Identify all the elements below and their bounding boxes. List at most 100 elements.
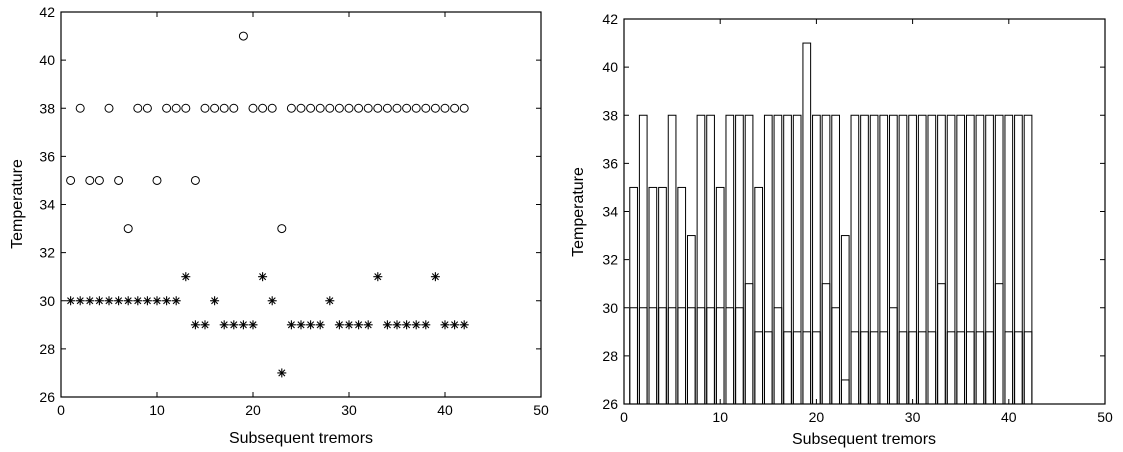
asterisk-stroke — [239, 321, 247, 329]
data-point-circle — [392, 103, 402, 113]
data-point-circle — [382, 103, 392, 113]
asterisk-stroke — [67, 297, 75, 305]
data-point-circle — [181, 103, 191, 113]
data-point-asterisk — [382, 320, 392, 330]
bar — [715, 186, 725, 405]
data-point-asterisk — [104, 296, 114, 306]
asterisk-stroke — [220, 321, 228, 329]
bar — [860, 331, 869, 405]
bar — [773, 114, 783, 405]
bar — [658, 307, 667, 405]
bar — [889, 114, 898, 405]
asterisk-stroke — [211, 297, 219, 305]
bar — [831, 307, 840, 405]
bar — [754, 331, 764, 405]
bar — [754, 186, 764, 405]
asterisk-stroke — [393, 321, 401, 329]
bar — [667, 307, 677, 405]
bar — [812, 114, 821, 405]
data-point-circle — [315, 103, 325, 113]
data-point-asterisk — [258, 272, 268, 282]
data-point-asterisk — [75, 296, 85, 306]
asterisk-stroke — [412, 321, 420, 329]
bar — [763, 114, 773, 405]
data-point-circle — [354, 103, 364, 113]
y-tick-label: 42 — [602, 11, 618, 27]
bar — [667, 114, 677, 405]
bar — [898, 114, 908, 405]
bar — [812, 331, 821, 405]
data-point-circle — [104, 103, 114, 113]
bar — [965, 114, 975, 405]
bar — [686, 307, 696, 405]
y-tick-label: 26 — [602, 396, 618, 412]
data-point-circle — [123, 224, 133, 234]
x-tick-label: 50 — [1097, 409, 1113, 425]
y-axis-label: Temperature — [9, 159, 26, 249]
data-point-asterisk — [373, 272, 383, 282]
bar — [629, 186, 638, 405]
data-point-circle — [171, 103, 181, 113]
bar — [850, 331, 860, 405]
data-point-asterisk — [142, 296, 152, 306]
asterisk-stroke — [278, 369, 286, 377]
bar — [638, 307, 648, 405]
data-point-asterisk — [306, 320, 316, 330]
asterisk-stroke — [201, 321, 209, 329]
y-tick-label: 26 — [39, 389, 55, 405]
y-tick-label: 30 — [39, 293, 55, 309]
data-point-circle — [258, 103, 268, 113]
bar — [840, 235, 850, 405]
asterisk-stroke — [163, 297, 171, 305]
bar — [1004, 114, 1014, 405]
data-point-circle — [325, 103, 335, 113]
bar — [783, 114, 792, 405]
data-point-circle — [85, 175, 95, 185]
asterisk-stroke — [115, 297, 123, 305]
data-point-asterisk — [66, 296, 76, 306]
bar — [994, 283, 1004, 405]
asterisk-stroke — [249, 321, 257, 329]
bar — [975, 114, 985, 405]
asterisk-stroke — [95, 297, 103, 305]
data-point-asterisk — [229, 320, 239, 330]
data-point-asterisk — [344, 320, 354, 330]
x-tick-label: 20 — [245, 402, 261, 418]
data-point-circle — [142, 103, 152, 113]
data-point-circle — [75, 103, 85, 113]
bar — [965, 331, 975, 405]
data-point-circle — [440, 103, 450, 113]
data-point-asterisk — [277, 368, 287, 378]
x-axis-label: Subsequent tremors — [792, 431, 936, 448]
data-point-circle — [238, 31, 248, 41]
y-tick-label: 32 — [602, 252, 618, 268]
x-tick-label: 30 — [905, 409, 921, 425]
y-tick-label: 36 — [39, 148, 55, 164]
bar — [908, 331, 917, 405]
data-point-asterisk — [450, 320, 460, 330]
asterisk-stroke — [364, 321, 372, 329]
data-point-circle — [334, 103, 344, 113]
bar — [696, 307, 706, 405]
data-point-circle — [296, 103, 306, 113]
data-point-circle — [286, 103, 296, 113]
asterisk-stroke — [268, 297, 276, 305]
asterisk-stroke — [441, 321, 449, 329]
asterisk-stroke — [259, 273, 267, 281]
bar — [869, 331, 879, 405]
asterisk-stroke — [326, 297, 334, 305]
plot-area-frame — [60, 11, 542, 398]
asterisk-stroke — [134, 297, 142, 305]
bar — [908, 114, 917, 405]
bar — [706, 307, 715, 405]
data-point-asterisk — [85, 296, 95, 306]
bar — [648, 307, 658, 405]
y-tick-label: 36 — [602, 155, 618, 171]
data-point-asterisk — [200, 320, 210, 330]
asterisk-stroke — [374, 273, 382, 281]
data-point-circle — [162, 103, 172, 113]
bar — [927, 331, 937, 405]
x-tick-label: 40 — [1001, 409, 1017, 425]
asterisk-stroke — [76, 297, 84, 305]
